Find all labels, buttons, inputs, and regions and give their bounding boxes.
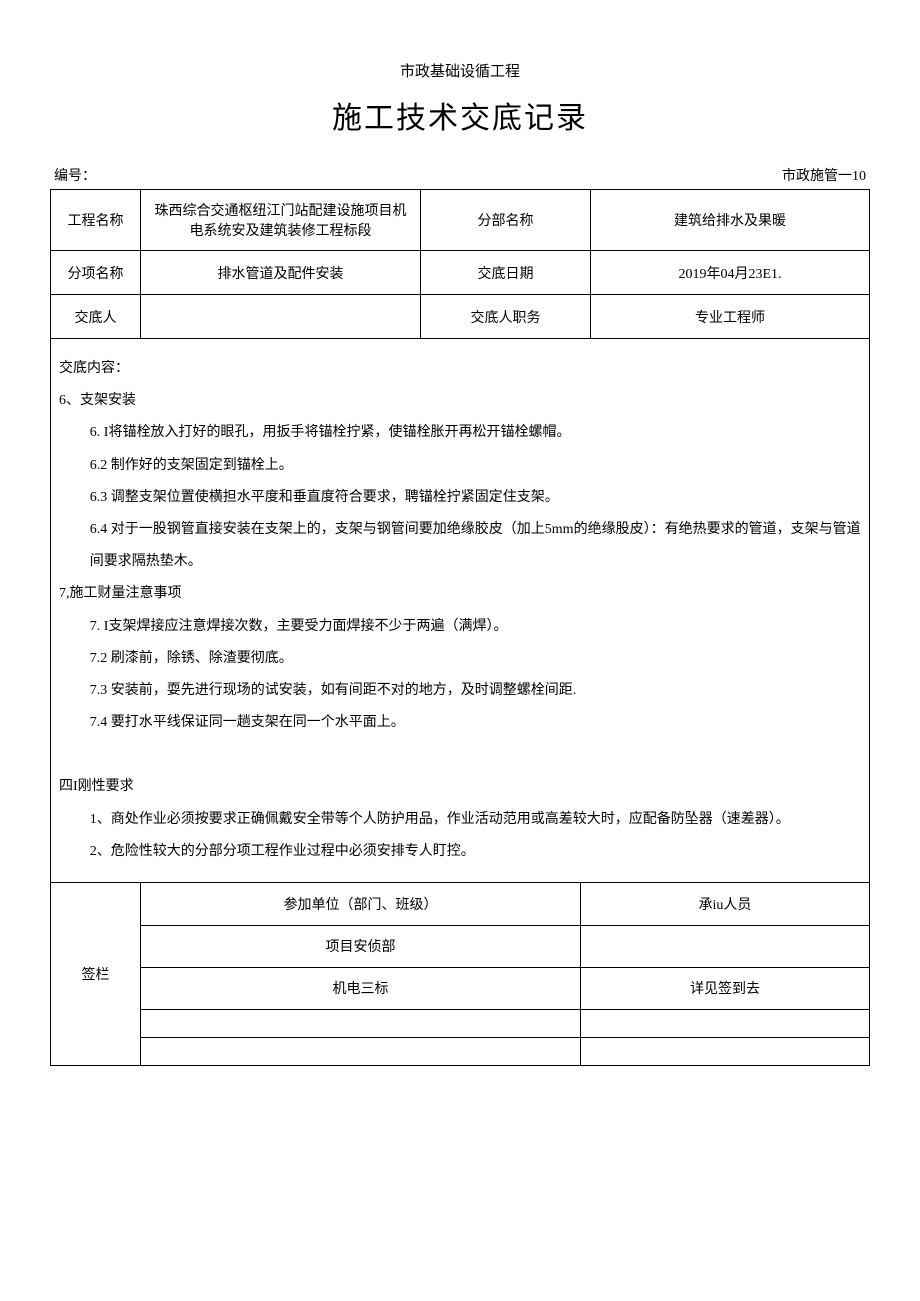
sig-row3-person: [581, 1009, 870, 1037]
content-s6-3: 6.3 调整支架位置使横担水平度和垂直度符合要求，聘锚栓拧紧固定住支架。: [59, 482, 861, 514]
content-s4-title: 四I刚性要求: [59, 771, 861, 803]
content-s7-2: 7.2 刷漆前，除锈、除渣要彻底。: [59, 643, 861, 675]
doc-no-row: 编号： 市政施管一10: [50, 165, 870, 185]
sig-row2-unit: 机电三标: [141, 967, 581, 1009]
content-s6-4: 6.4 对于一股钢管直接安装在支架上的，支架与钢管间要加绝缘胶皮（加上5mm的绝…: [59, 514, 861, 578]
content-s6-2: 6.2 制作好的支架固定到锚栓上。: [59, 450, 861, 482]
table-row: 交底人 交底人职务 专业工程师: [51, 295, 870, 339]
item-label: 分项名称: [51, 251, 141, 295]
table-row: [51, 1009, 870, 1037]
job-label: 交底人职务: [421, 295, 591, 339]
person-value: [141, 295, 421, 339]
table-row: 分项名称 排水管道及配件安装 交底日期 2019年04月23E1.: [51, 251, 870, 295]
participant-header: 参加单位（部门、班级）: [141, 883, 581, 925]
content-s7-4: 7.4 要打水平线保证同一趟支架在同一个水平面上。: [59, 707, 861, 739]
sig-row1-unit: 项目安侦部: [141, 925, 581, 967]
doc-no-label: 编号：: [54, 165, 96, 185]
section-label: 分部名称: [421, 190, 591, 251]
content-s7-3: 7.3 安装前，耍先进行现场的试安装，如有间距不对的地方，及时调整螺栓间距.: [59, 675, 861, 707]
person-header: 承iu人员: [581, 883, 870, 925]
content-s7-title: 7,施工财量注意事项: [59, 578, 861, 610]
project-name-value: 珠西综合交通枢纽江门站配建设施项目机电系统安及建筑装修工程标段: [141, 190, 421, 251]
person-label: 交底人: [51, 295, 141, 339]
table-row: 签栏 参加单位（部门、班级） 承iu人员: [51, 883, 870, 925]
content-s4-2: 2、危险性较大的分部分项工程作业过程中必须安排专人盯控。: [59, 836, 861, 868]
sig-row3-unit: [141, 1009, 581, 1037]
info-table: 工程名称 珠西综合交通枢纽江门站配建设施项目机电系统安及建筑装修工程标段 分部名…: [50, 189, 870, 883]
doc-no-value: 市政施管一10: [782, 165, 866, 185]
doc-title: 施工技术交底记录: [50, 93, 870, 137]
content-s6-1: 6. I将锚栓放入打好的眼孔，用扳手将锚栓拧紧，使锚栓胀开再松开锚栓螺帽。: [59, 417, 861, 449]
project-name-label: 工程名称: [51, 190, 141, 251]
sig-row2-person: 详见签到去: [581, 967, 870, 1009]
date-value: 2019年04月23E1.: [591, 251, 870, 295]
content-blank: [59, 739, 861, 771]
sig-row4-person: [581, 1037, 870, 1065]
section-value: 建筑给排水及果暖: [591, 190, 870, 251]
signature-table: 签栏 参加单位（部门、班级） 承iu人员 项目安侦部 机电三标 详见签到去: [50, 883, 870, 1066]
table-row: 项目安侦部: [51, 925, 870, 967]
sig-label: 签栏: [51, 883, 141, 1065]
doc-subtitle: 市政基础设循工程: [50, 60, 870, 81]
date-label: 交底日期: [421, 251, 591, 295]
content-cell: 交底内容： 6、支架安装 6. I将锚栓放入打好的眼孔，用扳手将锚栓拧紧，使锚栓…: [51, 339, 870, 883]
content-s7-1: 7. I支架焊接应注意焊接次数，主要受力面焊接不少于两遍（满焊）。: [59, 611, 861, 643]
table-row: [51, 1037, 870, 1065]
content-heading: 交底内容：: [59, 353, 861, 385]
content-s6-title: 6、支架安装: [59, 385, 861, 417]
content-s4-1: 1、商处作业必须按要求正确佩戴安全带等个人防护用品，作业活动范用或高差较大时，应…: [59, 804, 861, 836]
item-value: 排水管道及配件安装: [141, 251, 421, 295]
table-row: 交底内容： 6、支架安装 6. I将锚栓放入打好的眼孔，用扳手将锚栓拧紧，使锚栓…: [51, 339, 870, 883]
sig-row4-unit: [141, 1037, 581, 1065]
sig-row1-person: [581, 925, 870, 967]
job-value: 专业工程师: [591, 295, 870, 339]
table-row: 工程名称 珠西综合交通枢纽江门站配建设施项目机电系统安及建筑装修工程标段 分部名…: [51, 190, 870, 251]
